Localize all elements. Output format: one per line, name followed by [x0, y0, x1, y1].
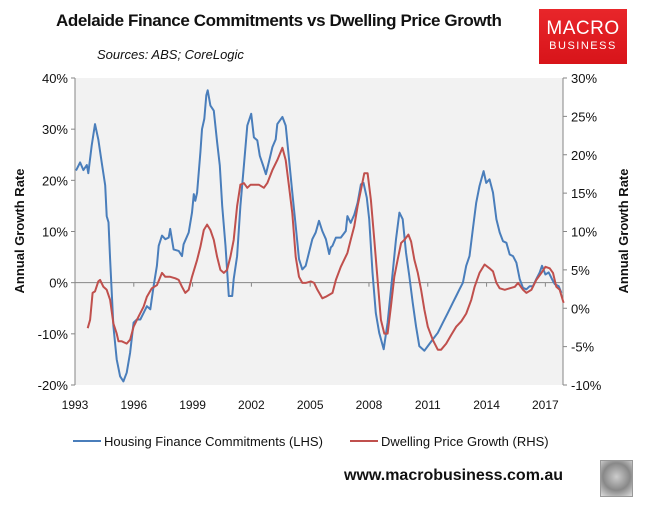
- y-tick-label: 30%: [42, 122, 68, 137]
- y-tick-label: 20%: [42, 173, 68, 188]
- legend-label: Dwelling Price Growth (RHS): [381, 434, 549, 449]
- y-tick-label: -20%: [38, 378, 69, 393]
- y2-tick-label: 30%: [571, 71, 597, 86]
- y2-axis-title: Annual Growth Rate: [616, 169, 631, 294]
- x-tick-label: 1996: [120, 398, 147, 412]
- y2-tick-label: -5%: [571, 340, 595, 355]
- y2-tick-label: -10%: [571, 378, 602, 393]
- series-line-dwelling-price: [86, 146, 565, 351]
- macrobusiness-logo: MACRO BUSINESS: [539, 9, 627, 64]
- x-tick-label: 2008: [356, 398, 383, 412]
- y2-tick-label: 0%: [571, 301, 590, 316]
- sources-note: Sources: ABS; CoreLogic: [97, 47, 244, 62]
- y2-tick-label: 5%: [571, 263, 590, 278]
- x-tick-label: 1993: [62, 398, 89, 412]
- y2-tick-label: 20%: [571, 148, 597, 163]
- y-tick-label: -10%: [38, 327, 69, 342]
- logo-line2: BUSINESS: [549, 40, 617, 52]
- y-axis-title: Annual Growth Rate: [12, 169, 27, 294]
- legend-label: Housing Finance Commitments (LHS): [104, 434, 323, 449]
- plot-area: [75, 78, 563, 385]
- x-tick-label: 2002: [238, 398, 265, 412]
- x-tick-label: 2005: [297, 398, 324, 412]
- y2-tick-label: 15%: [571, 186, 597, 201]
- x-tick-label: 2011: [415, 398, 441, 412]
- chart-title: Adelaide Finance Commitments vs Dwelling…: [56, 11, 502, 30]
- y2-tick-label: 10%: [571, 225, 597, 240]
- y-tick-label: 0%: [49, 276, 68, 291]
- y-tick-label: 40%: [42, 71, 68, 86]
- x-tick-label: 2017: [532, 398, 559, 412]
- website-url: www.macrobusiness.com.au: [344, 467, 564, 484]
- x-tick-label: 1999: [179, 398, 206, 412]
- wolf-image-icon: [600, 460, 633, 497]
- logo-line1: MACRO: [546, 18, 620, 39]
- x-tick-label: 2014: [473, 398, 500, 412]
- y-tick-label: 10%: [42, 225, 68, 240]
- y2-tick-label: 25%: [571, 109, 597, 124]
